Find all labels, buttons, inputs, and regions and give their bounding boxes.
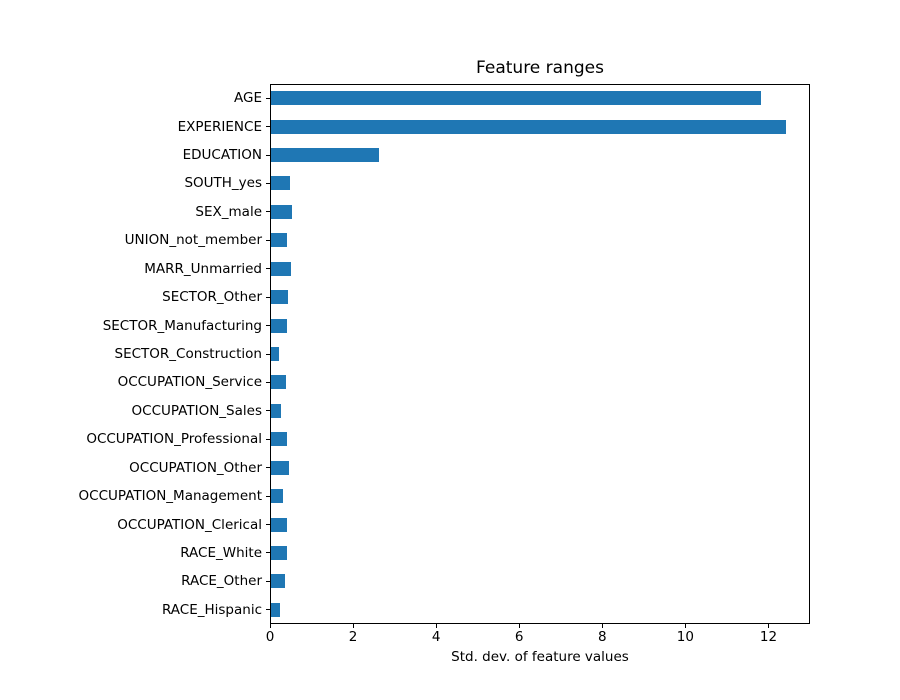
y-tick-SECTOR_Other — [266, 296, 270, 298]
y-tick-UNION_not_member — [266, 239, 270, 241]
bar-SECTOR_Manufacturing — [271, 318, 288, 333]
y-tick-label-RACE_White: RACE_White — [180, 544, 262, 561]
bar-OCCUPATION_Clerical — [271, 517, 288, 532]
x-tick-10 — [684, 624, 686, 628]
y-tick-label-EDUCATION: EDUCATION — [182, 147, 262, 164]
y-tick-label-SEX_male: SEX_male — [195, 203, 262, 220]
bar-OCCUPATION_Service — [271, 375, 286, 390]
y-tick-SECTOR_Construction — [266, 353, 270, 355]
bar-RACE_Hispanic — [271, 602, 281, 617]
y-tick-OCCUPATION_Clerical — [266, 524, 270, 526]
bar-AGE — [271, 91, 762, 106]
y-tick-SEX_male — [266, 211, 270, 213]
x-tick-label-0: 0 — [265, 629, 275, 645]
x-tick-label-12: 12 — [759, 629, 778, 645]
x-tick-label-8: 8 — [598, 629, 607, 645]
y-tick-OCCUPATION_Management — [266, 495, 270, 497]
y-tick-label-RACE_Hispanic: RACE_Hispanic — [161, 601, 262, 618]
bar-OCCUPATION_Other — [271, 460, 290, 475]
y-tick-EDUCATION — [266, 154, 270, 156]
bar-SECTOR_Construction — [271, 347, 280, 361]
y-tick-label-SECTOR_Manufacturing: SECTOR_Manufacturing — [102, 317, 262, 334]
x-tick-label-4: 4 — [431, 629, 441, 645]
y-tick-OCCUPATION_Other — [266, 467, 270, 469]
bar-SEX_male — [271, 204, 292, 219]
bar-RACE_Other — [271, 574, 285, 589]
y-tick-OCCUPATION_Service — [266, 381, 270, 383]
y-tick-label-OCCUPATION_Other: OCCUPATION_Other — [129, 459, 262, 476]
bar-SOUTH_yes — [271, 176, 290, 191]
y-tick-RACE_White — [266, 552, 270, 554]
y-tick-SECTOR_Manufacturing — [266, 325, 270, 327]
x-tick-0 — [269, 624, 271, 628]
x-tick-label-10: 10 — [676, 629, 694, 645]
y-tick-EXPERIENCE — [266, 126, 270, 128]
y-tick-label-SOUTH_yes: SOUTH_yes — [184, 175, 262, 192]
x-tick-8 — [601, 624, 603, 628]
y-tick-RACE_Other — [266, 580, 270, 582]
y-tick-OCCUPATION_Sales — [266, 410, 270, 412]
y-tick-label-EXPERIENCE: EXPERIENCE — [177, 118, 262, 135]
bar-EXPERIENCE — [271, 119, 787, 134]
bar-RACE_White — [271, 545, 287, 560]
bar-SECTOR_Other — [271, 290, 289, 305]
y-tick-label-SECTOR_Other: SECTOR_Other — [162, 289, 262, 306]
x-tick-12 — [767, 624, 769, 628]
x-tick-2 — [352, 624, 354, 628]
y-tick-label-OCCUPATION_Service: OCCUPATION_Service — [117, 374, 262, 391]
y-tick-OCCUPATION_Professional — [266, 438, 270, 440]
plot-area — [270, 84, 810, 624]
y-tick-label-OCCUPATION_Management: OCCUPATION_Management — [78, 488, 262, 505]
y-tick-label-OCCUPATION_Professional: OCCUPATION_Professional — [86, 431, 262, 448]
y-tick-RACE_Hispanic — [266, 609, 270, 611]
y-tick-label-OCCUPATION_Clerical: OCCUPATION_Clerical — [117, 516, 262, 533]
x-tick-label-6: 6 — [514, 629, 524, 645]
x-axis-title: Std. dev. of feature values — [451, 649, 629, 665]
y-tick-MARR_Unmarried — [266, 268, 270, 270]
x-tick-4 — [435, 624, 437, 628]
y-tick-label-AGE: AGE — [234, 90, 262, 107]
bar-OCCUPATION_Professional — [271, 432, 288, 447]
y-tick-label-RACE_Other: RACE_Other — [181, 573, 262, 590]
y-tick-SOUTH_yes — [266, 182, 270, 184]
chart-title: Feature ranges — [476, 58, 604, 78]
y-tick-AGE — [266, 97, 270, 99]
x-tick-6 — [518, 624, 520, 628]
bar-EDUCATION — [271, 148, 379, 163]
y-tick-label-UNION_not_member: UNION_not_member — [124, 232, 262, 249]
bar-UNION_not_member — [271, 233, 287, 248]
y-tick-label-OCCUPATION_Sales: OCCUPATION_Sales — [131, 402, 262, 419]
bar-OCCUPATION_Sales — [271, 403, 282, 418]
bar-OCCUPATION_Management — [271, 489, 284, 504]
y-tick-label-SECTOR_Construction: SECTOR_Construction — [114, 346, 263, 362]
bar-MARR_Unmarried — [271, 261, 291, 276]
y-tick-label-MARR_Unmarried: MARR_Unmarried — [144, 260, 262, 277]
x-tick-label-2: 2 — [348, 629, 358, 645]
